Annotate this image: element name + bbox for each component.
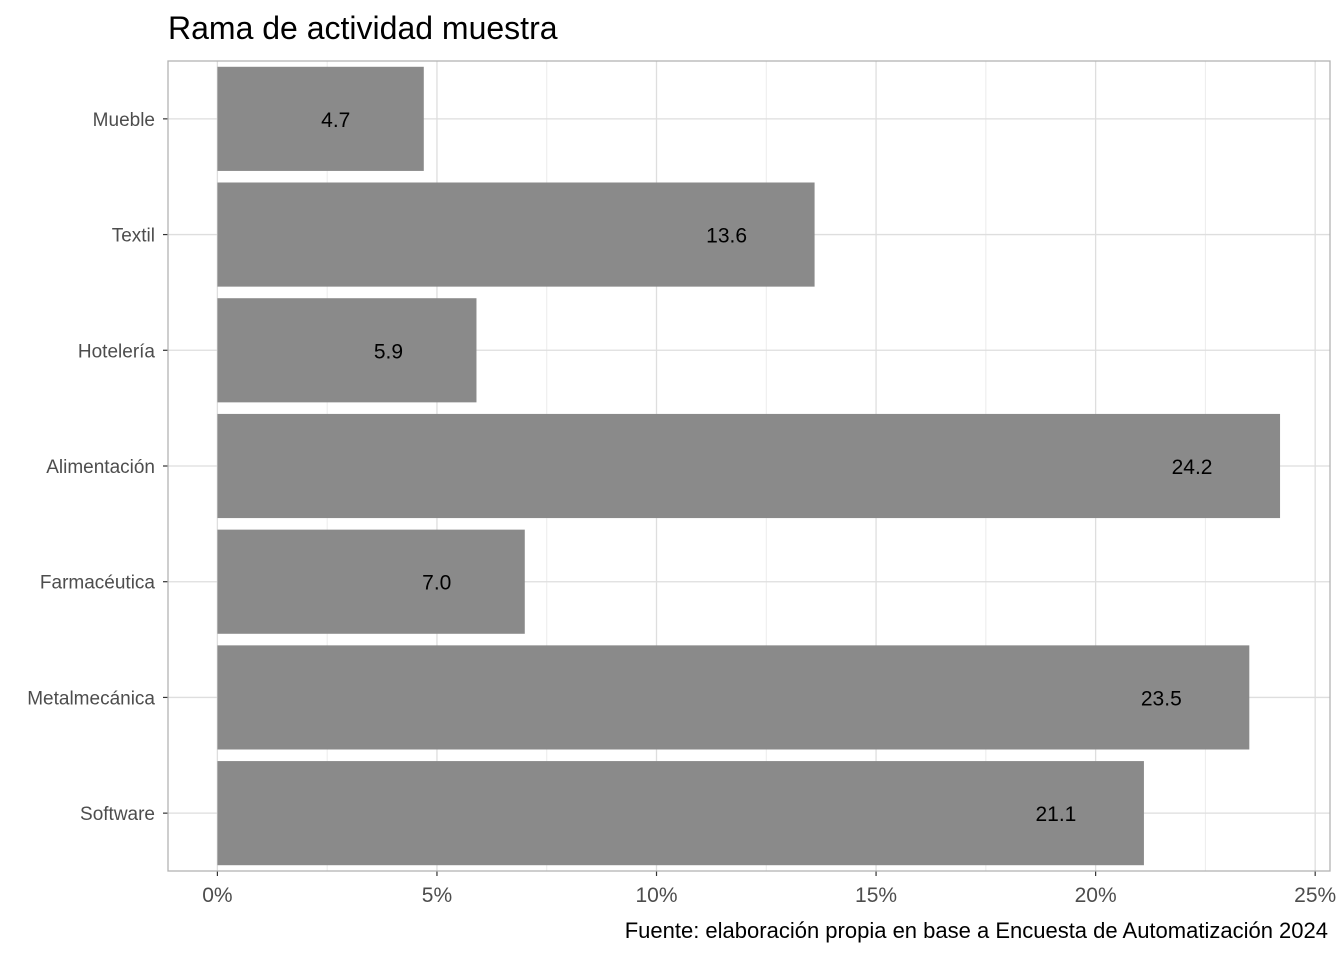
y-tick-label: Farmacéutica	[40, 573, 156, 594]
y-tick-label: Metalmecánica	[27, 688, 155, 709]
bar	[217, 298, 477, 403]
bar	[217, 182, 815, 287]
x-tick-label: 5%	[422, 884, 452, 907]
x-tick-label: 0%	[202, 884, 232, 907]
y-tick-label: Mueble	[93, 110, 155, 131]
x-tick-label: 25%	[1294, 884, 1336, 907]
bar-data-label: 21.1	[1035, 803, 1076, 826]
bar-data-label: 13.6	[706, 225, 747, 248]
bar	[217, 529, 525, 634]
bar-data-label: 7.0	[422, 572, 451, 595]
chart-caption: Fuente: elaboración propia en base a Enc…	[624, 918, 1328, 943]
bar	[217, 761, 1144, 866]
y-tick-label: Hotelería	[78, 341, 156, 362]
chart-title: Rama de actividad muestra	[168, 10, 558, 46]
y-tick-label: Textil	[112, 226, 155, 247]
bar	[217, 413, 1281, 519]
y-tick-label: Software	[80, 804, 155, 825]
bar-data-label: 5.9	[374, 340, 403, 363]
x-tick-label: 10%	[635, 884, 677, 907]
plot-panel-border	[167, 60, 1331, 872]
y-tick-label: Alimentación	[46, 457, 155, 478]
bar	[217, 66, 424, 171]
x-tick-label: 20%	[1075, 884, 1117, 907]
bar-data-label: 24.2	[1172, 456, 1213, 479]
bar-data-label: 23.5	[1141, 687, 1182, 710]
x-tick-label: 15%	[855, 884, 897, 907]
bar	[217, 645, 1250, 750]
bar-data-label: 4.7	[321, 109, 350, 132]
